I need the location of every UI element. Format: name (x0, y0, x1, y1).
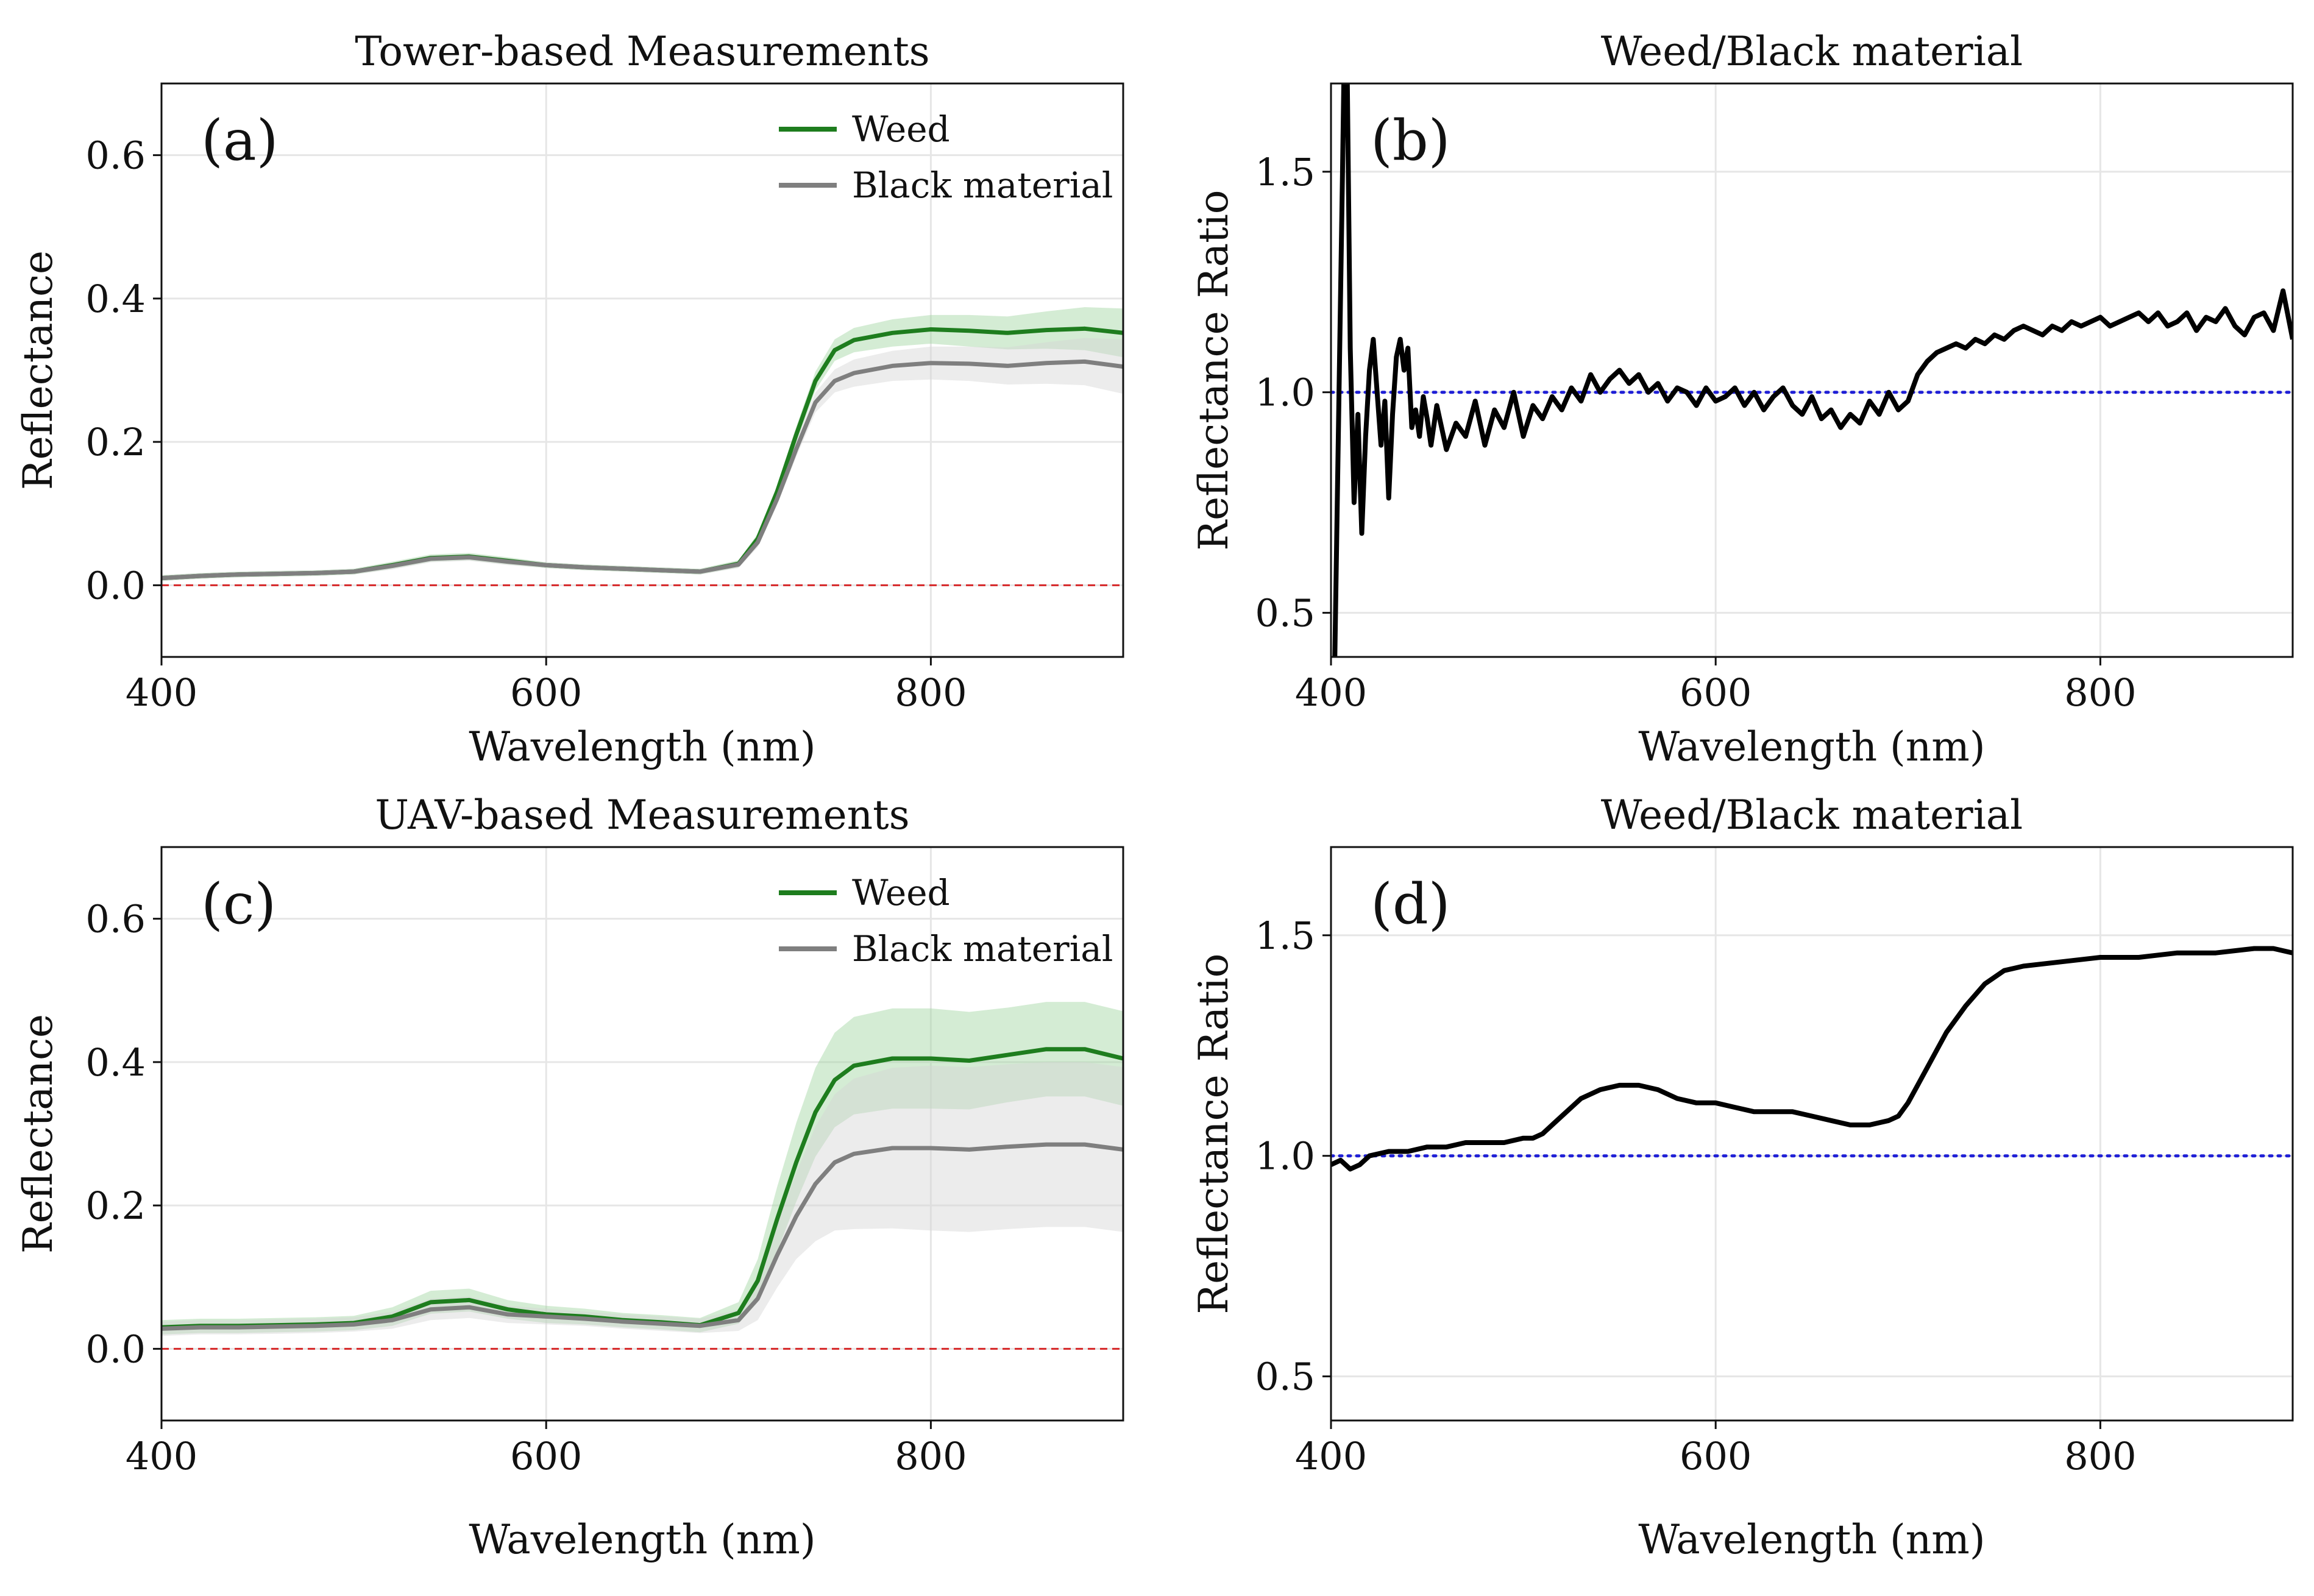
panel-c: 400 600 800 0.0 0.2 0.4 0.6 UAV-based Measureme… (15, 792, 1124, 1563)
plot-area (1331, 946, 2293, 1172)
y-tick-label: 0.4 (85, 1040, 146, 1085)
y-tick-label: 0.0 (85, 1327, 146, 1371)
y-tick-label: 0.2 (85, 420, 146, 464)
chart-title: Weed/Black material (1601, 28, 2023, 75)
chart-title: UAV-based Measurements (375, 792, 909, 839)
x-tick-label: 400 (1295, 670, 1367, 715)
axes-frame (1330, 82, 2294, 658)
band-black-material (161, 1062, 1123, 1336)
y-tick-label: 0.6 (85, 897, 146, 942)
chart-title: Tower-based Measurements (355, 28, 929, 75)
x-tick-label: 600 (1680, 1434, 1751, 1478)
band-weed (161, 307, 1123, 581)
panel-b: 400 600 800 0.5 1.0 1.5 Weed/Black material Wav… (1190, 28, 2294, 770)
y-axis-label: Reflectance Ratio (1190, 190, 1237, 550)
y-tick-label: 1.5 (1255, 913, 1315, 958)
plot-area (161, 1002, 1123, 1350)
legend-label: Weed (852, 872, 950, 913)
x-tick-label: 800 (2064, 670, 2136, 715)
panel-label: (c) (201, 871, 276, 937)
panel-label: (b) (1371, 108, 1450, 173)
panel-label: (d) (1371, 871, 1450, 937)
band-black-material (161, 338, 1123, 581)
x-axis-label: Wavelength (nm) (1638, 723, 1985, 770)
y-axis-label: Reflectance (15, 1014, 62, 1254)
series-line-weed-black-material (1331, 946, 2293, 1172)
y-axis-label: Reflectance (15, 250, 62, 490)
x-tick-label: 600 (510, 670, 582, 715)
y-tick-label: 0.4 (85, 277, 146, 321)
y-tick-label: 1.0 (1255, 371, 1315, 415)
y-axis-label: Reflectance Ratio (1190, 953, 1237, 1314)
x-tick-label: 800 (895, 670, 967, 715)
x-tick-label: 400 (126, 670, 197, 715)
series-line-black-material (161, 1142, 1123, 1331)
y-tick-label: 0.5 (1255, 1355, 1315, 1399)
x-axis-label: Wavelength (nm) (1638, 1516, 1985, 1563)
panel-label: (a) (201, 108, 279, 173)
x-tick-label: 800 (895, 1434, 967, 1478)
y-tick-label: 0.2 (85, 1183, 146, 1228)
legend-label: Weed (852, 108, 950, 150)
series-line-weed-black-material (1332, 83, 2293, 657)
series-line-black-material (161, 359, 1123, 581)
x-tick-label: 400 (126, 1434, 197, 1478)
x-axis-label: Wavelength (nm) (469, 723, 815, 770)
y-tick-label: 1.0 (1255, 1134, 1315, 1179)
x-tick-label: 600 (510, 1434, 582, 1478)
axes-frame (160, 846, 1124, 1422)
plot-area (161, 307, 1123, 586)
axes-frame (1330, 846, 2294, 1422)
x-tick-label: 400 (1295, 1434, 1367, 1478)
chart-title: Weed/Black material (1601, 792, 2023, 839)
y-tick-label: 1.5 (1255, 150, 1315, 194)
x-tick-label: 600 (1680, 670, 1751, 715)
panel-a: 400 600 800 0.0 0.2 0.4 0.6 Tower-based Measure… (15, 28, 1124, 770)
panel-d: 400 600 800 0.5 1.0 1.5 Weed/Black material Wav… (1190, 792, 2294, 1563)
y-tick-label: 0.0 (85, 563, 146, 608)
legend-label: Black material (852, 928, 1113, 970)
legend-label: Black material (852, 165, 1113, 206)
plot-area (1331, 83, 2293, 657)
y-tick-label: 0.5 (1255, 591, 1315, 636)
y-tick-label: 0.6 (85, 133, 146, 178)
axes-frame (160, 82, 1124, 658)
x-axis-label: Wavelength (nm) (469, 1516, 815, 1563)
x-tick-label: 800 (2064, 1434, 2136, 1478)
band-weed (161, 1002, 1123, 1335)
